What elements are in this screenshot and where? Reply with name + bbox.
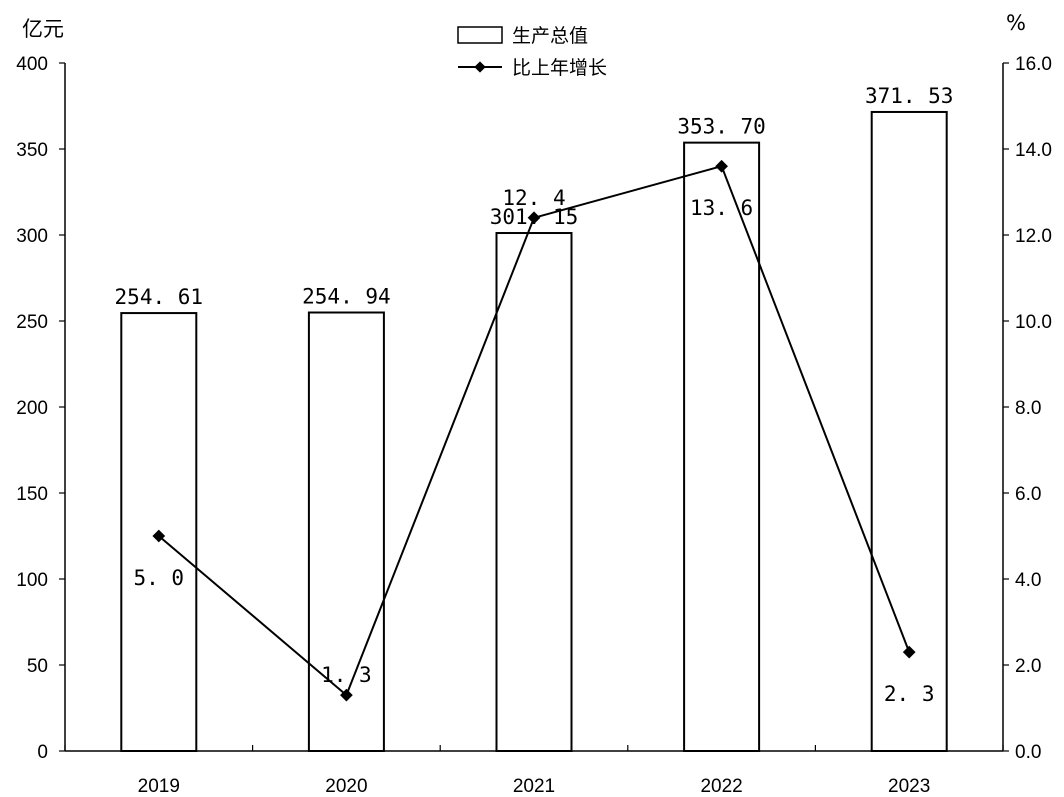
legend-bar-label: 生产总值 (512, 25, 588, 47)
right-axis-unit: % (1006, 11, 1026, 35)
bar-data-label: 254. 94 (302, 285, 391, 309)
left-axis-unit: 亿元 (22, 17, 64, 41)
right-axis-tick-label: 6.0 (1015, 484, 1041, 505)
legend: 生产总值 比上年增长 (457, 25, 607, 79)
bar (683, 141, 761, 753)
left-axis-tick-label: 50 (27, 656, 48, 677)
growth-data-label: 13. 6 (690, 196, 753, 220)
growth-data-label: 5. 0 (134, 566, 185, 590)
legend-bar-swatch (457, 26, 503, 44)
left-axis-tick-label: 100 (16, 570, 48, 591)
x-axis-tick-label: 2021 (513, 776, 555, 797)
x-axis-tick-label: 2019 (138, 776, 180, 797)
right-axis-tick-label: 2.0 (1015, 656, 1041, 677)
left-axis-tick-label: 150 (16, 484, 48, 505)
left-axis-tick-label: 300 (16, 226, 48, 247)
right-axis-tick-label: 16.0 (1015, 54, 1052, 75)
growth-data-label: 12. 4 (502, 186, 565, 210)
left-axis-tick-label: 0 (37, 742, 48, 763)
growth-data-label: 2. 3 (884, 682, 935, 706)
bar-data-label: 254. 61 (115, 285, 204, 309)
right-axis-tick-label: 14.0 (1015, 140, 1052, 161)
line-series: 5. 0 1. 3 12. 4 13. 6 2. 3 (134, 159, 935, 706)
bar-data-label: 353. 70 (677, 115, 766, 139)
right-axis-tick-label: 0.0 (1015, 742, 1041, 763)
left-axis-tick-label: 250 (16, 312, 48, 333)
x-axis-tick-label: 2023 (888, 776, 930, 797)
legend-line-marker (474, 61, 486, 73)
bar-data-label: 371. 53 (865, 84, 954, 108)
x-axis-tick-label: 2020 (325, 776, 367, 797)
bar (495, 232, 573, 753)
legend-line-label: 比上年增长 (512, 57, 607, 79)
bar (307, 311, 385, 752)
right-axis-tick-label: 10.0 (1015, 312, 1052, 333)
right-axis-tick-label: 8.0 (1015, 398, 1041, 419)
growth-data-label: 1. 3 (321, 663, 372, 687)
bar (870, 110, 948, 753)
left-axis-tick-label: 400 (16, 54, 48, 75)
right-axis-tick-label: 4.0 (1015, 570, 1041, 591)
left-axis-tick-label: 350 (16, 140, 48, 161)
right-axis-tick-label: 12.0 (1015, 226, 1052, 247)
left-axis-tick-label: 200 (16, 398, 48, 419)
x-axis-tick-label: 2022 (700, 776, 742, 797)
axes: 0 50 100 150 200 250 300 350 400 0.0 2.0 4.0 6.0 8.0 1… (16, 54, 1052, 797)
